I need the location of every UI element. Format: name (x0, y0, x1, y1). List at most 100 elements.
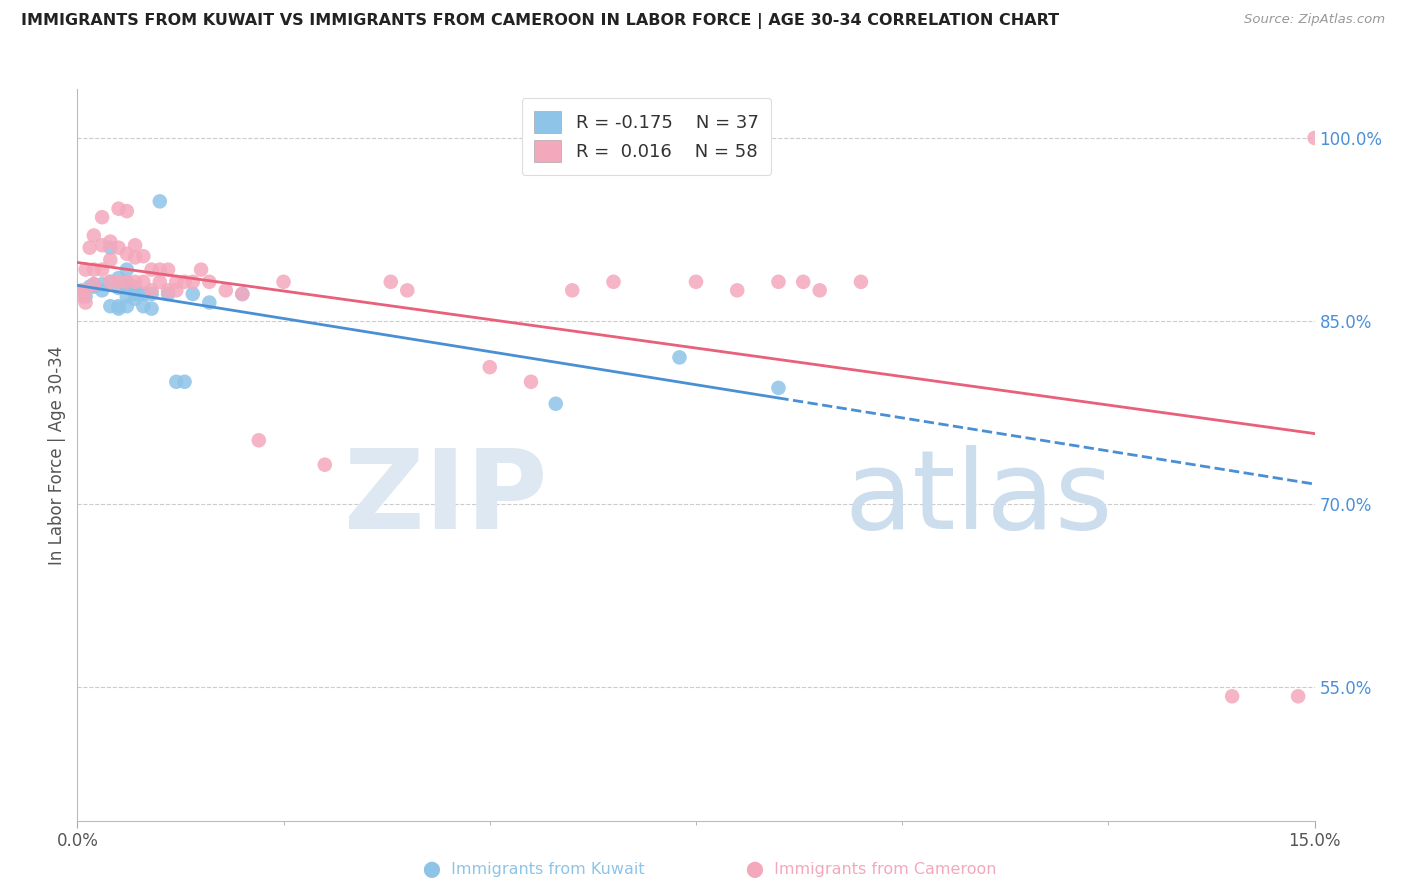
Point (98, 275, 121, 289)
Point (685, 275, 707, 289)
Point (72, 289, 94, 303)
Point (115, 204, 138, 219)
Point (115, 279, 138, 293)
Text: ⬤  Immigrants from Cameroon: ⬤ Immigrants from Cameroon (747, 862, 997, 878)
Point (124, 275, 146, 289)
Point (165, 275, 187, 289)
Point (768, 381, 790, 395)
Point (141, 301, 163, 316)
Y-axis label: In Labor Force | Age 30-34: In Labor Force | Age 30-34 (48, 345, 66, 565)
Point (91, 277, 114, 292)
Point (520, 375, 543, 389)
Text: Source: ZipAtlas.com: Source: ZipAtlas.com (1244, 13, 1385, 27)
Point (83, 262, 105, 277)
Point (83, 277, 105, 292)
Point (231, 287, 253, 301)
Point (91, 284, 114, 298)
Point (478, 360, 501, 375)
Text: ⬤  Immigrants from Kuwait: ⬤ Immigrants from Kuwait (423, 862, 645, 878)
Point (173, 375, 195, 389)
Point (141, 284, 163, 298)
Point (132, 249, 155, 263)
Point (141, 262, 163, 277)
Point (792, 275, 814, 289)
Point (124, 251, 146, 265)
Point (157, 287, 180, 301)
Point (157, 262, 180, 277)
Point (107, 281, 129, 295)
Point (149, 194, 172, 209)
Point (181, 287, 204, 301)
Point (247, 434, 270, 448)
Point (1303, 131, 1326, 145)
Point (132, 275, 155, 289)
Point (107, 202, 129, 216)
Point (91, 211, 114, 225)
Point (132, 287, 155, 301)
Point (190, 262, 212, 277)
Point (75, 262, 97, 277)
Point (83, 277, 105, 292)
Point (181, 275, 204, 289)
Point (83, 228, 105, 243)
Point (128, 287, 150, 301)
Point (107, 275, 129, 289)
Point (115, 275, 138, 289)
Text: atlas: atlas (845, 445, 1114, 552)
Point (124, 279, 146, 293)
Point (79, 279, 101, 293)
Point (668, 351, 690, 365)
Point (157, 284, 180, 298)
Point (91, 262, 114, 277)
Point (124, 292, 146, 306)
Point (198, 275, 221, 289)
Point (132, 299, 155, 313)
Point (1286, 690, 1309, 704)
Point (98, 241, 121, 255)
Point (115, 275, 138, 289)
Point (75, 284, 97, 298)
Point (141, 287, 163, 301)
Text: ZIP: ZIP (344, 445, 547, 552)
Point (396, 284, 419, 298)
Point (231, 287, 253, 301)
Point (198, 295, 221, 310)
Point (173, 275, 195, 289)
Point (602, 275, 624, 289)
Point (314, 458, 336, 472)
Point (115, 262, 138, 277)
Point (808, 284, 831, 298)
Point (165, 284, 187, 298)
Point (75, 289, 97, 303)
Point (98, 275, 121, 289)
Point (149, 262, 172, 277)
Point (79, 241, 101, 255)
Point (544, 397, 567, 411)
Point (98, 299, 121, 313)
Legend: R = -0.175    N = 37, R =  0.016    N = 58: R = -0.175 N = 37, R = 0.016 N = 58 (522, 98, 772, 175)
Point (115, 299, 138, 313)
Point (98, 235, 121, 249)
Point (98, 252, 121, 267)
Text: IMMIGRANTS FROM KUWAIT VS IMMIGRANTS FROM CAMEROON IN LABOR FORCE | AGE 30-34 CO: IMMIGRANTS FROM KUWAIT VS IMMIGRANTS FRO… (21, 13, 1059, 29)
Point (165, 375, 187, 389)
Point (107, 271, 129, 285)
Point (70, 284, 93, 298)
Point (124, 238, 146, 252)
Point (849, 275, 872, 289)
Point (115, 289, 138, 303)
Point (107, 299, 129, 313)
Point (1220, 690, 1243, 704)
Point (107, 301, 129, 316)
Point (70, 285, 93, 300)
Point (115, 247, 138, 261)
Point (107, 241, 129, 255)
Point (83, 279, 105, 293)
Point (149, 275, 172, 289)
Point (215, 284, 238, 298)
Point (273, 275, 295, 289)
Point (768, 275, 790, 289)
Point (380, 275, 402, 289)
Point (75, 295, 97, 310)
Point (725, 284, 748, 298)
